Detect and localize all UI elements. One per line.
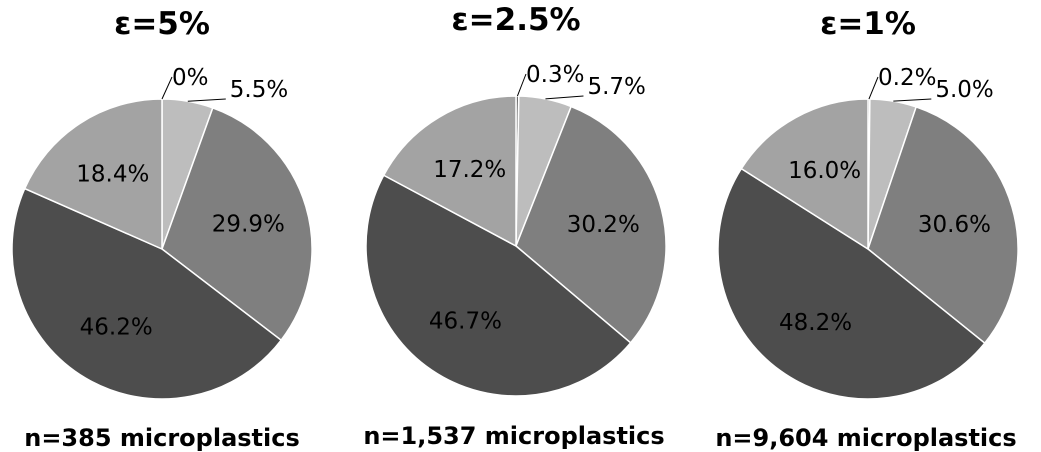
pie-slice-label: 18.4% [76, 162, 149, 188]
sample-size-caption: n=9,604 microplastics [715, 424, 1016, 452]
pie-slice-d [11, 187, 283, 400]
pie-slice-label: 48.2% [779, 310, 852, 336]
label-leader-line [868, 76, 879, 100]
pie-slice-e [740, 98, 869, 251]
pie-slice-label: 16.0% [788, 158, 861, 184]
label-leader-line [161, 76, 173, 100]
pie-slices [365, 95, 667, 397]
pie-labels: 0.3% 5.7% 30.2% 46.7% 17.2% [429, 62, 646, 334]
pie-slice-label: 5.7% [587, 74, 645, 100]
pie-chart-title: ε=5% [114, 6, 210, 42]
pie-slices [717, 98, 1019, 400]
label-leader-line [187, 98, 226, 102]
label-leader-line [893, 98, 932, 102]
pie-slice-e [382, 95, 517, 248]
pie-slice-c [867, 105, 1019, 345]
pie-slice-c [161, 106, 313, 342]
pie-chart-title: ε=2.5% [451, 2, 580, 38]
pie-slice-label: 0% [172, 65, 209, 91]
pie-slice-label: 5.5% [230, 77, 288, 103]
pie-slice-label: 29.9% [212, 212, 285, 238]
pie-slice-label: 30.2% [567, 212, 640, 238]
pie-chart-panel-1: ε=5% 0% 5.5% 29.9% 46.2% 18.4% n=385 micropl… [11, 6, 313, 452]
pie-slice-d [717, 167, 986, 400]
pie-slice-label: 17.2% [433, 157, 506, 183]
pie-slice-label: 5.0% [935, 77, 993, 103]
pie-chart-title: ε=1% [820, 6, 916, 42]
label-leader-line [516, 73, 527, 97]
pie-slice-c [515, 105, 667, 344]
pie-chart-panel-3: ε=1% 0.2%5.0% 30.6% 48.2% 16.0% n=9,604 mic… [715, 6, 1019, 452]
sample-size-caption: n=1,537 microplastics [363, 422, 664, 450]
pie-slice-e [23, 98, 163, 251]
pie-slice-label: 46.7% [429, 308, 502, 334]
pie-labels: 0.2%5.0% 30.6% 48.2% 16.0% [779, 65, 994, 336]
pie-labels: 0% 5.5% 29.9% 46.2% 18.4% [76, 65, 288, 340]
label-leader-line [545, 95, 584, 100]
pie-slice-label: 0.2% [878, 65, 936, 91]
pie-slice-label: 30.6% [918, 212, 991, 238]
pie-slice-label: 46.2% [80, 314, 153, 340]
pie-slice-label: 0.3% [526, 62, 584, 88]
sample-size-caption: n=385 microplastics [24, 424, 300, 452]
pie-slices [11, 98, 313, 400]
pie-chart-panel-2: ε=2.5% 0.3% 5.7% 30.2% 46.7% 17.2% n=1,537 m… [363, 2, 667, 450]
pie-slice-d [365, 174, 632, 397]
